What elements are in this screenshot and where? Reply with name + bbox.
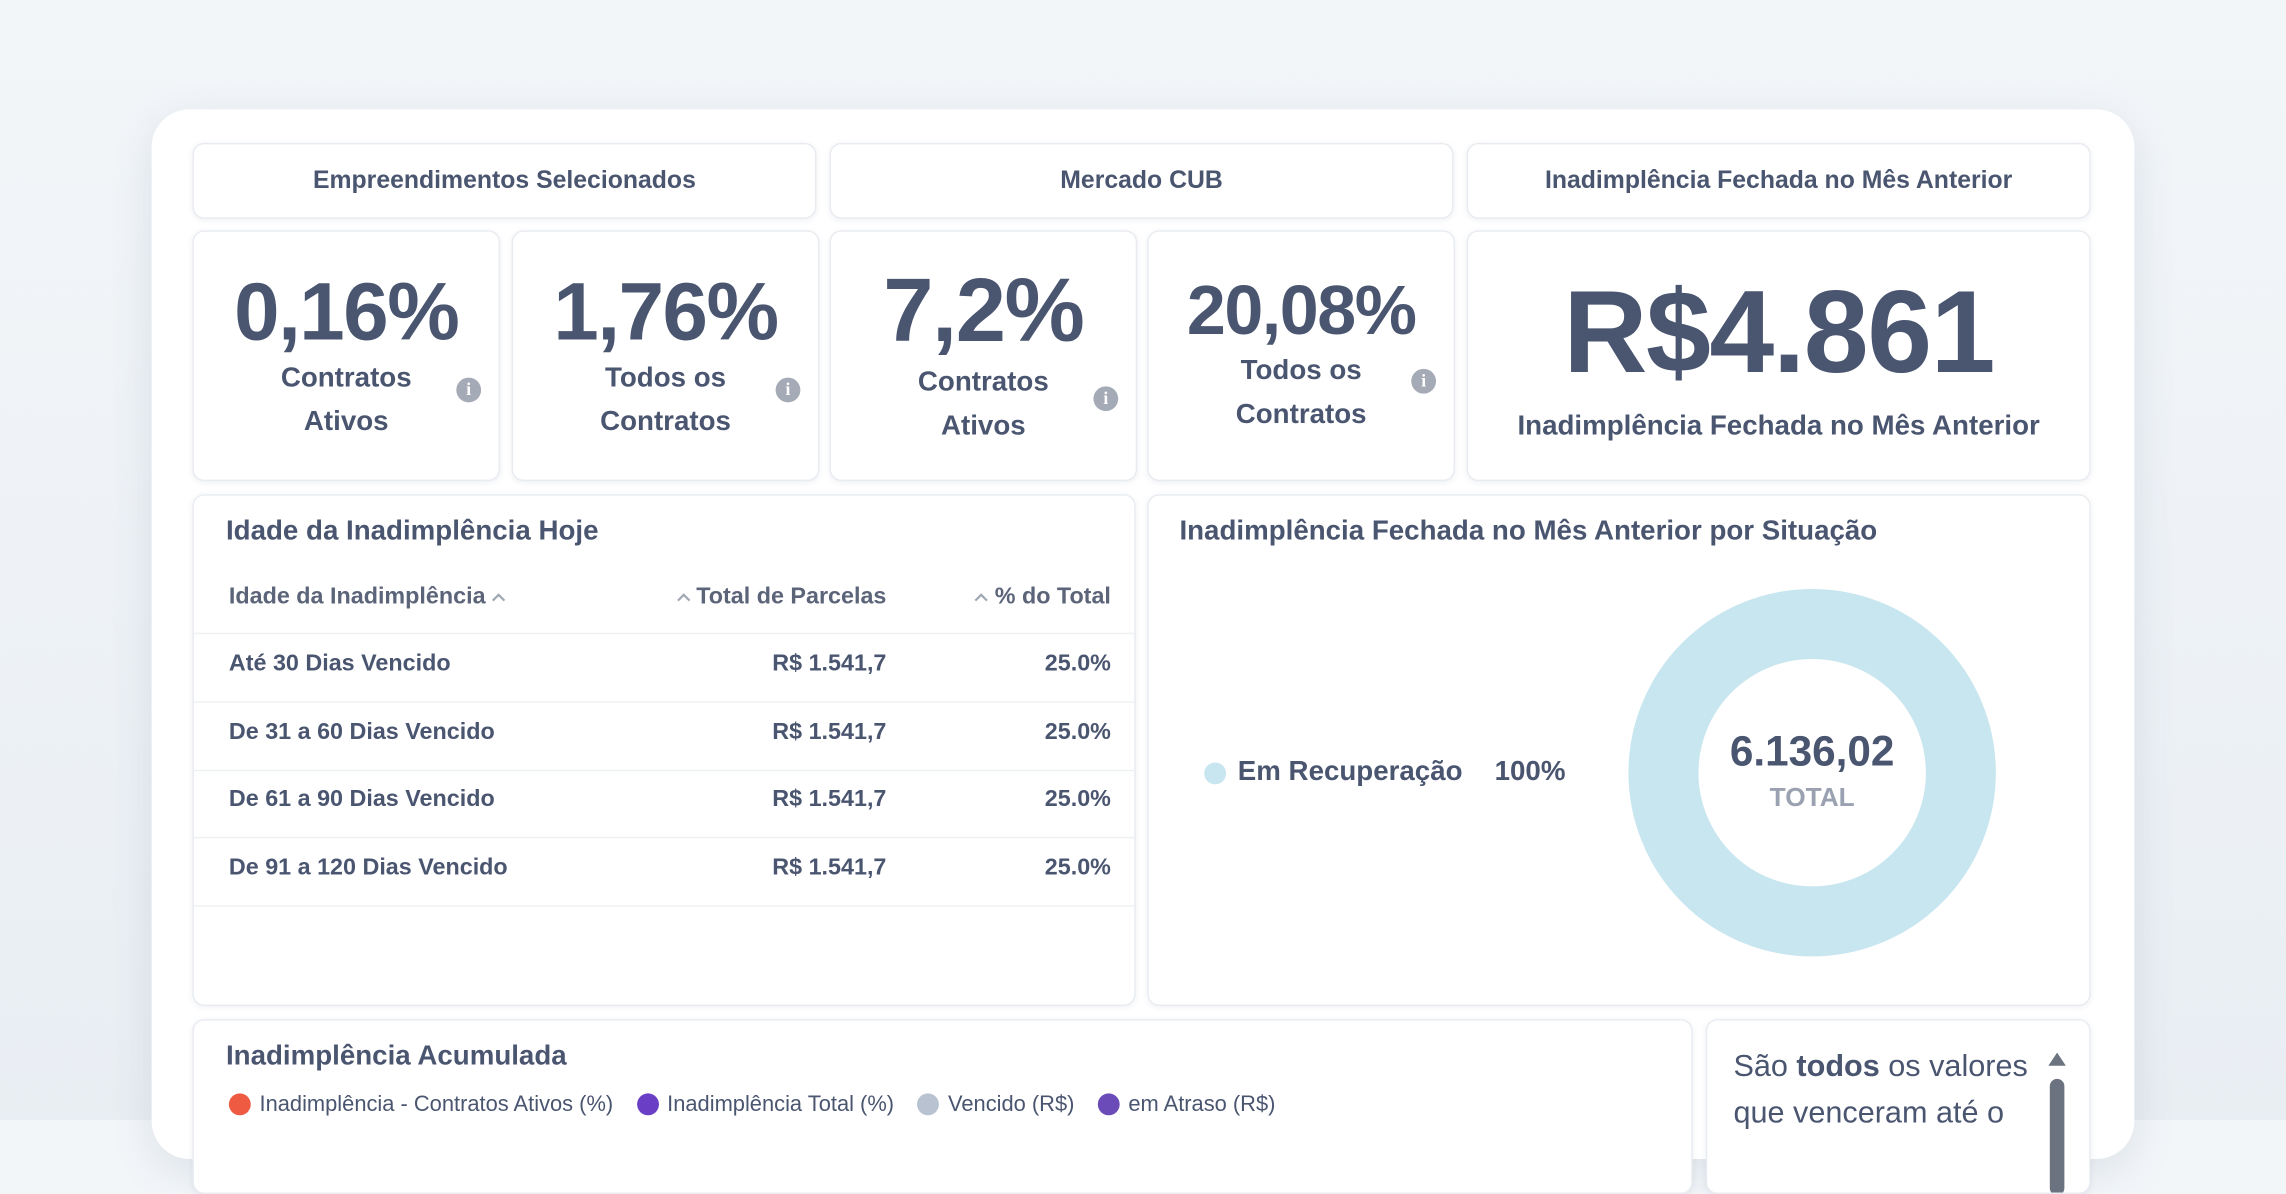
kpi-label: Todos os Contratos [600,362,731,438]
panel-title: Inadimplência Acumulada [225,1040,567,1072]
table-cell: R$ 1.541,7 [772,651,887,677]
kpi-label: Todos os Contratos [1235,356,1367,431]
section-header: Inadimplência Fechada no Mês Anterior [1466,142,2091,219]
column-header[interactable]: Idade da Inadimplência [229,585,506,611]
legend-item[interactable]: Inadimplência - Contratos Ativos (%) [228,1091,614,1117]
kpi-card: R$4.861 Inadimplência Fechada no Mês Ante… [1466,230,2091,482]
table-cell: R$ 1.541,7 [772,787,887,813]
legend-item[interactable]: Inadimplência Total (%) [636,1091,895,1117]
table-cell: De 61 a 90 Dias Vencido [228,787,495,813]
table-cell: R$ 1.541,7 [772,855,887,881]
legend-dot [636,1093,659,1116]
row-separator [193,837,1135,839]
kpi-value: 20,08% [1186,272,1417,350]
sort-icon [676,593,690,602]
kpi-value: 7,2% [883,260,1085,362]
kpi-card: 0,16% Contratos Ativos i [192,230,501,482]
legend-name: Inadimplência Total (%) [667,1091,895,1117]
sort-icon [974,593,989,602]
row-separator [193,769,1135,771]
legend-item[interactable]: Vencido (R$) [917,1092,1074,1117]
kpi-label: Contratos Ativos [280,362,412,438]
legend-value: 100% [1494,756,1566,788]
section-header: Mercado CUB [829,142,1454,219]
info-icon[interactable]: i [1411,368,1437,394]
donut-panel: Inadimplência Fechada no Mês Anterior po… [1147,494,2091,1006]
legend-dot [1097,1093,1120,1116]
legend-name: em Atraso (R$) [1128,1091,1276,1117]
header-text: Empreendimentos Selecionados [312,166,696,194]
column-header-text: Total de Parcelas [696,584,887,610]
bold-text: todos [1796,1049,1880,1084]
table-cell: 25.0% [1044,855,1111,881]
panel-title: Idade da Inadimplência Hoje [225,516,599,547]
legend-name: Inadimplência - Contratos Ativos (%) [259,1091,614,1117]
table-cell: R$ 1.541,7 [772,719,887,745]
table-cell: 25.0% [1044,787,1111,813]
info-icon[interactable]: i [456,377,482,403]
dashboard: Empreendimentos Selecionados Mercado CUB I… [192,142,2091,1194]
sort-icon [492,593,506,602]
kpi-value: 1,76% [553,265,779,358]
column-header-text: % do Total [994,584,1111,610]
donut-total: 6.136,02 [1729,728,1895,776]
panel-title: Inadimplência Fechada no Mês Anterior po… [1179,516,1878,547]
header-text: Mercado CUB [1060,166,1223,194]
row-separator [193,701,1135,703]
donut-total-label: TOTAL [1769,782,1855,813]
table-cell: De 91 a 120 Dias Vencido [228,855,508,881]
table-panel: Idade da Inadimplência Hoje Idade da Inad… [192,494,1136,1006]
kpi-label: Inadimplência Fechada no Mês Anterior [1517,411,2040,442]
column-header-text: Idade da Inadimplência [228,584,486,610]
legend-name: Em Recuperação [1237,756,1463,788]
column-header[interactable]: % do Total [974,585,1111,611]
kpi-value: 0,16% [234,265,460,358]
table-cell: De 31 a 60 Dias Vencido [228,719,495,745]
row-separator [193,905,1135,907]
table-cell: 25.0% [1044,651,1111,677]
table-cell: Até 30 Dias Vencido [228,651,451,677]
legend-item[interactable]: em Atraso (R$) [1097,1091,1276,1117]
kpi-label: Contratos Ativos [917,367,1049,442]
kpi-card: 20,08% Todos os Contratos i [1147,230,1455,482]
text: São [1733,1049,1797,1084]
note-text: São todos os valores que venceram até o [1733,1044,2039,1137]
note-panel: São todos os valores que venceram até o [1705,1019,2091,1194]
section-header: Empreendimentos Selecionados [192,142,817,219]
scrollbar-thumb[interactable] [2049,1078,2065,1193]
kpi-card: 1,76% Todos os Contratos i [511,230,820,482]
legend-dot [917,1093,940,1116]
header-text: Inadimplência Fechada no Mês Anterior [1544,166,2013,194]
chart-panel: Inadimplência Acumulada Inadimplência - C… [192,1019,1693,1194]
legend-name: Vencido (R$) [947,1091,1075,1117]
legend-dot [1204,761,1227,784]
donut-legend: Em Recuperação 100% [1204,757,1565,789]
column-header[interactable]: Total de Parcelas [676,584,887,611]
legend-dot [228,1093,251,1116]
chart-legend: Inadimplência - Contratos Ativos (%) Inad… [228,1091,1276,1117]
info-icon[interactable]: i [1093,386,1119,412]
kpi-card: 7,2% Contratos Ativos i [829,230,1138,482]
row-separator [193,632,1135,635]
info-icon[interactable]: i [775,377,801,403]
scrollbar-up[interactable] [2048,1052,2066,1066]
kpi-value: R$4.861 [1563,266,1995,397]
table-cell: 25.0% [1044,719,1111,745]
